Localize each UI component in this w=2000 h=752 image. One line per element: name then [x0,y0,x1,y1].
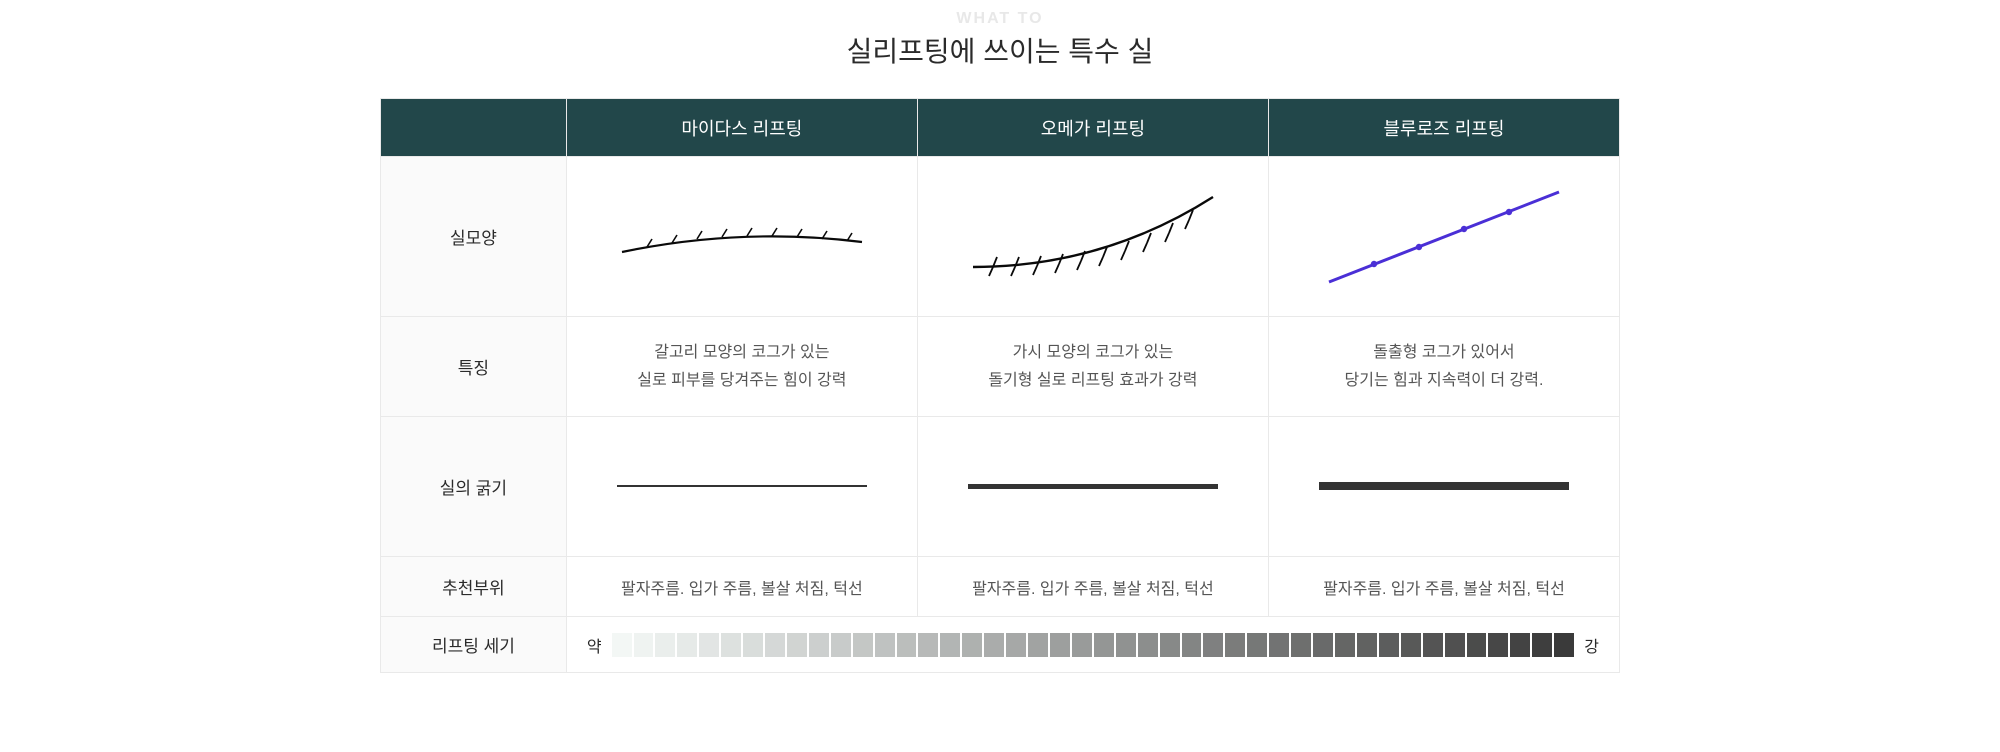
gradient-segment [831,633,851,657]
feature-cell-2: 돌출형 코그가 있어서당기는 힘과 지속력이 더 강력. [1268,317,1619,417]
gradient-segment [699,633,719,657]
strength-gradient [612,633,1575,657]
gradient-segment [962,633,982,657]
gradient-segment [1028,633,1048,657]
header-blank [381,99,567,157]
gradient-segment [1313,633,1333,657]
gradient-segment [743,633,763,657]
gradient-segment [765,633,785,657]
row-label-recommend: 추천부위 [381,557,567,617]
gradient-segment [1072,633,1092,657]
thread-knotted-icon [1304,177,1584,297]
gradient-segment [634,633,654,657]
strength-cell: 약 강 [566,617,1619,673]
row-recommend: 추천부위 팔자주름. 입가 주름, 볼살 처짐, 턱선 팔자주름. 입가 주름,… [381,557,1620,617]
watermark-text: WHAT TO [0,10,2000,28]
shape-cell-1 [917,157,1268,317]
thread-comparison-table: 마이다스 리프팅 오메가 리프팅 블루로즈 리프팅 실모양 [380,98,1620,673]
gradient-segment [787,633,807,657]
gradient-segment [721,633,741,657]
gradient-segment [1467,633,1487,657]
page-title: 실리프팅에 쓰이는 특수 실 [0,30,2000,70]
feature-cell-1: 가시 모양의 코그가 있는돌기형 실로 리프팅 효과가 강력 [917,317,1268,417]
thickness-bar-2 [1319,482,1569,490]
gradient-segment [1379,633,1399,657]
gradient-segment [1291,633,1311,657]
gradient-segment [809,633,829,657]
row-shape: 실모양 [381,157,1620,317]
shape-cell-0 [566,157,917,317]
gradient-segment [984,633,1004,657]
gradient-segment [1423,633,1443,657]
gradient-segment [1335,633,1355,657]
row-label-features: 특징 [381,317,567,417]
gradient-segment [1138,633,1158,657]
row-label-shape: 실모양 [381,157,567,317]
row-label-strength: 리프팅 세기 [381,617,567,673]
gradient-segment [1094,633,1114,657]
gradient-segment [875,633,895,657]
gradient-segment [1532,633,1552,657]
gradient-segment [940,633,960,657]
col-header-midas: 마이다스 리프팅 [566,99,917,157]
gradient-segment [1510,633,1530,657]
gradient-segment [1554,633,1574,657]
gradient-segment [1050,633,1070,657]
gradient-segment [612,633,632,657]
feature-cell-0: 갈고리 모양의 코그가 있는실로 피부를 당겨주는 힘이 강력 [566,317,917,417]
recommend-cell-0: 팔자주름. 입가 주름, 볼살 처짐, 턱선 [566,557,917,617]
col-header-bluerose: 블루로즈 리프팅 [1268,99,1619,157]
thickness-cell-2 [1268,417,1619,557]
thread-barbed-flat-icon [602,187,882,287]
gradient-segment [1401,633,1421,657]
row-thickness: 실의 굵기 [381,417,1620,557]
shape-cell-2 [1268,157,1619,317]
gradient-segment [1488,633,1508,657]
recommend-cell-1: 팔자주름. 입가 주름, 볼살 처짐, 턱선 [917,557,1268,617]
gradient-segment [1006,633,1026,657]
gradient-segment [1203,633,1223,657]
strength-label-weak: 약 [587,633,602,657]
gradient-segment [655,633,675,657]
strength-gradient-wrap: 약 강 [567,633,1619,657]
gradient-segment [853,633,873,657]
col-header-omega: 오메가 리프팅 [917,99,1268,157]
thickness-cell-1 [917,417,1268,557]
gradient-segment [677,633,697,657]
gradient-segment [1182,633,1202,657]
gradient-segment [1357,633,1377,657]
gradient-segment [1116,633,1136,657]
gradient-segment [918,633,938,657]
gradient-segment [1160,633,1180,657]
gradient-segment [1225,633,1245,657]
row-features: 특징 갈고리 모양의 코그가 있는실로 피부를 당겨주는 힘이 강력 가시 모양… [381,317,1620,417]
gradient-segment [897,633,917,657]
gradient-segment [1269,633,1289,657]
thickness-bar-1 [968,484,1218,489]
row-strength: 리프팅 세기 약 강 [381,617,1620,673]
gradient-segment [1445,633,1465,657]
table-header-row: 마이다스 리프팅 오메가 리프팅 블루로즈 리프팅 [381,99,1620,157]
strength-label-strong: 강 [1584,633,1599,657]
thread-barbed-curve-icon [953,182,1233,292]
thickness-cell-0 [566,417,917,557]
gradient-segment [1247,633,1267,657]
row-label-thickness: 실의 굵기 [381,417,567,557]
thickness-bar-0 [617,485,867,487]
recommend-cell-2: 팔자주름. 입가 주름, 볼살 처짐, 턱선 [1268,557,1619,617]
